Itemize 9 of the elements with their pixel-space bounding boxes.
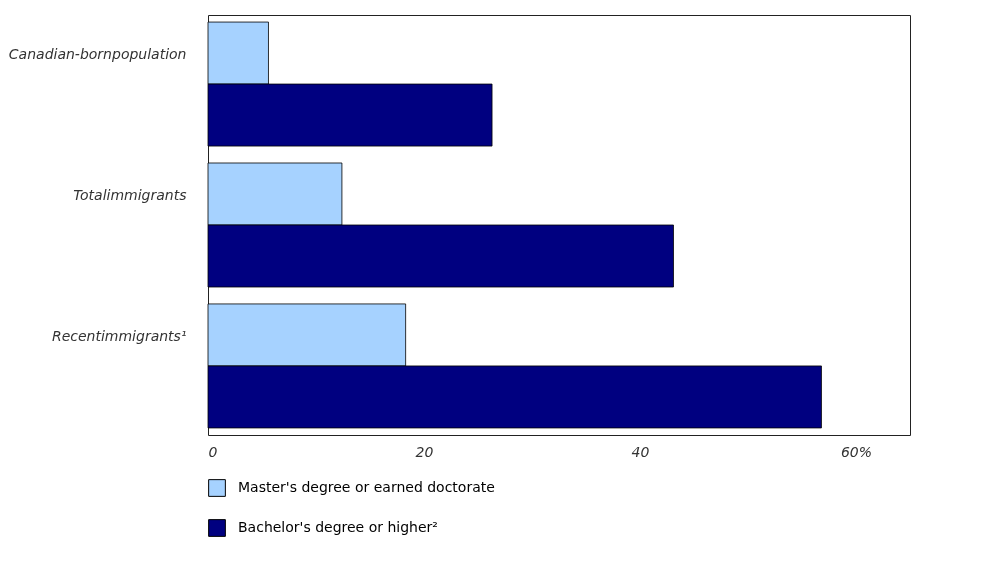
x-tick-label: 0 <box>208 443 218 460</box>
legend-label: Master's degree or earned doctorate <box>238 479 495 495</box>
y-tick-label: Totalimmigrants <box>73 187 187 203</box>
x-tick-label: 40 <box>631 443 650 460</box>
legend-label: Bachelor's degree or higher² <box>238 519 438 535</box>
y-tick-label: Recentimmigrants¹ <box>51 327 187 344</box>
x-tick-label: 20 <box>415 443 434 460</box>
y-tick-label: Canadian-bornpopulation <box>8 46 187 63</box>
x-tick-label: 60% <box>840 443 873 460</box>
